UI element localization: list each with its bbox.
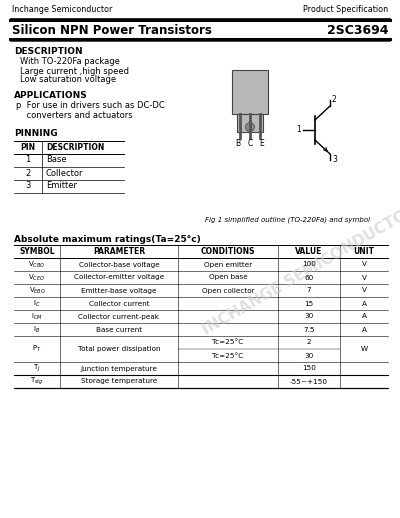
Text: APPLICATIONS: APPLICATIONS xyxy=(14,92,88,100)
Bar xyxy=(237,114,263,132)
Text: 2SC3694: 2SC3694 xyxy=(326,23,388,36)
Text: 3: 3 xyxy=(25,181,31,191)
Text: DESCRIPTION: DESCRIPTION xyxy=(46,142,104,151)
Text: Low saturation voltage: Low saturation voltage xyxy=(20,76,116,84)
Text: Open base: Open base xyxy=(209,275,247,281)
Text: Tc=25°C: Tc=25°C xyxy=(212,353,244,358)
Text: Junction temperature: Junction temperature xyxy=(80,366,158,371)
Text: Collector current-peak: Collector current-peak xyxy=(78,313,160,320)
Text: PARAMETER: PARAMETER xyxy=(93,247,145,255)
Text: INCHANGE SEMICONDUCTOR: INCHANGE SEMICONDUCTOR xyxy=(200,202,400,338)
Text: 1: 1 xyxy=(296,125,301,135)
Text: SYMBOL: SYMBOL xyxy=(19,247,55,255)
Text: T$_J$: T$_J$ xyxy=(33,363,41,374)
Text: Emitter-base voltage: Emitter-base voltage xyxy=(81,287,157,294)
Text: V: V xyxy=(362,275,366,281)
Text: A: A xyxy=(362,313,366,320)
Text: Base: Base xyxy=(46,155,67,165)
Text: 1: 1 xyxy=(25,155,31,165)
Text: Absolute maximum ratings(Ta=25°c): Absolute maximum ratings(Ta=25°c) xyxy=(14,235,201,243)
Text: 150: 150 xyxy=(302,366,316,371)
Text: 7.5: 7.5 xyxy=(303,326,315,333)
Text: V: V xyxy=(362,262,366,267)
Circle shape xyxy=(246,122,254,132)
Text: Large current ,high speed: Large current ,high speed xyxy=(20,66,129,76)
Text: -55~+150: -55~+150 xyxy=(290,379,328,384)
Text: W: W xyxy=(360,346,368,352)
Text: Storage temperature: Storage temperature xyxy=(81,379,157,384)
Bar xyxy=(232,70,268,114)
Text: 2: 2 xyxy=(307,339,311,346)
Text: 3: 3 xyxy=(332,155,337,165)
Text: T$_{stg}$: T$_{stg}$ xyxy=(30,376,44,387)
Text: 60: 60 xyxy=(304,275,314,281)
Text: A: A xyxy=(362,300,366,307)
Text: Fig 1 simplified outline (TO-220Fa) and symbol: Fig 1 simplified outline (TO-220Fa) and … xyxy=(205,217,370,223)
Text: VALUE: VALUE xyxy=(295,247,323,255)
Text: I$_C$: I$_C$ xyxy=(33,298,41,309)
Text: 30: 30 xyxy=(304,353,314,358)
Text: 15: 15 xyxy=(304,300,314,307)
Text: 30: 30 xyxy=(304,313,314,320)
Text: UNIT: UNIT xyxy=(354,247,374,255)
Text: Open emitter: Open emitter xyxy=(204,262,252,267)
Text: PIN: PIN xyxy=(20,142,36,151)
Text: A: A xyxy=(362,326,366,333)
Text: B: B xyxy=(236,139,240,149)
Text: Product Specification: Product Specification xyxy=(303,6,388,15)
Text: Emitter: Emitter xyxy=(46,181,77,191)
Text: V$_{EBO}$: V$_{EBO}$ xyxy=(28,285,46,296)
Text: converters and actuators: converters and actuators xyxy=(16,110,133,120)
Text: P$_T$: P$_T$ xyxy=(32,344,42,354)
Text: I$_{CM}$: I$_{CM}$ xyxy=(31,311,43,322)
Text: 2: 2 xyxy=(25,168,31,178)
Text: Inchange Semiconductor: Inchange Semiconductor xyxy=(12,6,112,15)
Text: PINNING: PINNING xyxy=(14,130,58,138)
Text: Collector-emitter voltage: Collector-emitter voltage xyxy=(74,275,164,281)
Text: Collector current: Collector current xyxy=(89,300,149,307)
Text: Tc=25°C: Tc=25°C xyxy=(212,339,244,346)
Text: I$_B$: I$_B$ xyxy=(34,324,40,335)
Text: Base current: Base current xyxy=(96,326,142,333)
Text: V$_{CBO}$: V$_{CBO}$ xyxy=(28,260,46,269)
Text: p  For use in drivers such as DC-DC: p For use in drivers such as DC-DC xyxy=(16,102,165,110)
Text: C: C xyxy=(247,139,253,149)
Text: DESCRIPTION: DESCRIPTION xyxy=(14,48,83,56)
Text: 7: 7 xyxy=(307,287,311,294)
Text: Total power dissipation: Total power dissipation xyxy=(78,346,160,352)
Text: Collector: Collector xyxy=(46,168,84,178)
Text: V$_{CEO}$: V$_{CEO}$ xyxy=(28,272,46,283)
Text: Silicon NPN Power Transistors: Silicon NPN Power Transistors xyxy=(12,23,212,36)
Text: E: E xyxy=(260,139,264,149)
Text: 2: 2 xyxy=(332,95,337,105)
Text: 100: 100 xyxy=(302,262,316,267)
Text: Open collector: Open collector xyxy=(202,287,254,294)
Text: V: V xyxy=(362,287,366,294)
Text: With TO-220Fa package: With TO-220Fa package xyxy=(20,57,120,66)
Text: Collector-base voltage: Collector-base voltage xyxy=(79,262,159,267)
Text: CONDITIONS: CONDITIONS xyxy=(201,247,255,255)
